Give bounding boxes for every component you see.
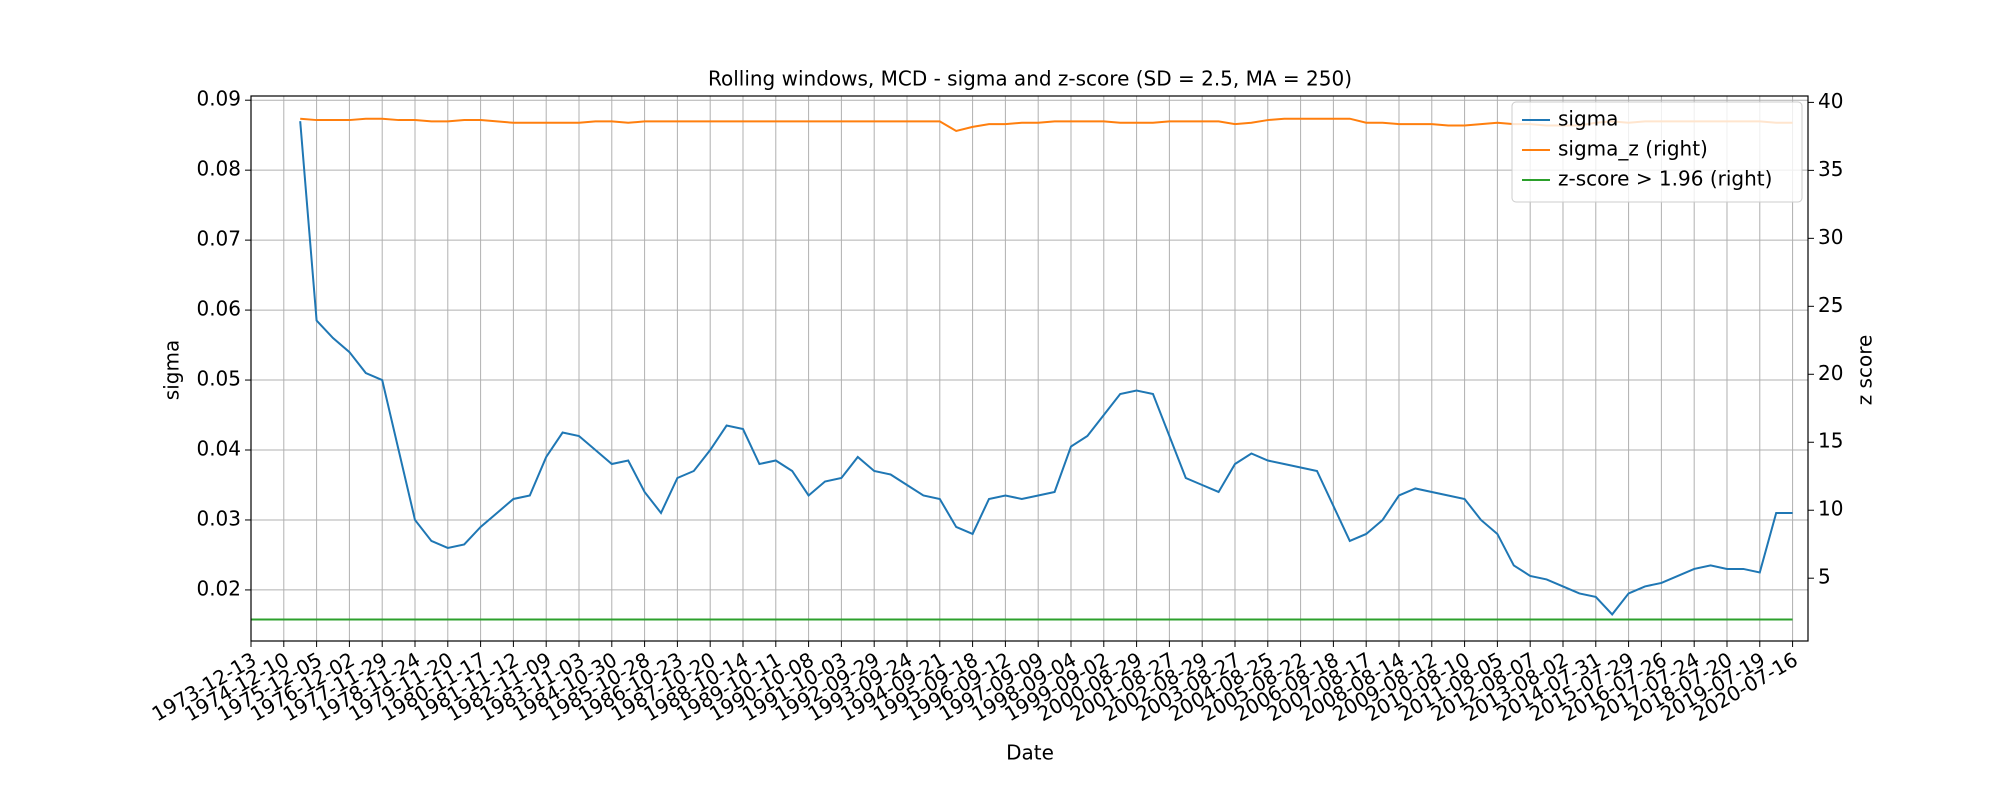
legend-label: sigma <box>1558 107 1618 131</box>
y2-tick-label: 35 <box>1818 157 1843 181</box>
legend-box <box>1511 101 1803 203</box>
y-tick-label: 0.07 <box>196 227 241 251</box>
legend-label: sigma_z (right) <box>1558 137 1708 161</box>
y-axis-label: sigma <box>160 340 184 400</box>
y2-tick-label: 5 <box>1818 565 1831 589</box>
x-axis-label: Date <box>1006 741 1054 765</box>
y-tick-label: 0.08 <box>196 157 241 181</box>
y2-tick-label: 30 <box>1818 225 1843 249</box>
y-tick-label: 0.03 <box>196 506 241 530</box>
legend-label: z-score > 1.96 (right) <box>1558 167 1772 191</box>
y2-axis-label: z score <box>1853 335 1877 406</box>
data-line <box>299 121 1793 616</box>
plot-frame <box>250 95 1809 642</box>
y-tick-label: 0.05 <box>196 367 241 391</box>
y2-tick-label: 25 <box>1818 293 1843 317</box>
y-tick-label: 0.04 <box>196 437 241 461</box>
y2-tick-label: 20 <box>1818 361 1843 385</box>
y-tick-label: 0.02 <box>196 576 241 600</box>
y-tick-label: 0.09 <box>196 87 241 111</box>
y2-tick-label: 40 <box>1818 89 1843 113</box>
y-tick-label: 0.06 <box>196 297 241 321</box>
y2-tick-label: 10 <box>1818 497 1843 521</box>
chart-title: Rolling windows, MCD - sigma and z-score… <box>708 67 1352 91</box>
y2-tick-label: 15 <box>1818 429 1843 453</box>
